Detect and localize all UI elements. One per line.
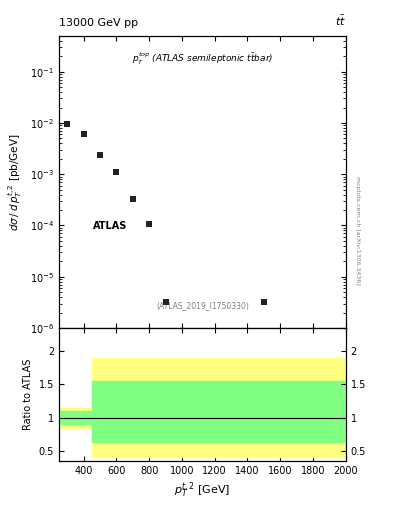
Text: ATLAS: ATLAS xyxy=(94,221,128,231)
Text: $p_T^{top}$ (ATLAS semileptonic t$\bar{t}$bar): $p_T^{top}$ (ATLAS semileptonic t$\bar{t… xyxy=(132,51,273,67)
Y-axis label: Ratio to ATLAS: Ratio to ATLAS xyxy=(23,359,33,430)
Text: mcplots.cern.ch [arXiv:1306.3436]: mcplots.cern.ch [arXiv:1306.3436] xyxy=(355,176,360,285)
Polygon shape xyxy=(59,381,346,442)
Text: $t\bar{t}$: $t\bar{t}$ xyxy=(335,14,346,28)
X-axis label: $p_T^{t,2}$ [GeV]: $p_T^{t,2}$ [GeV] xyxy=(174,481,231,501)
Text: 13000 GeV pp: 13000 GeV pp xyxy=(59,18,138,28)
Text: (ATLAS_2019_I1750330): (ATLAS_2019_I1750330) xyxy=(156,302,249,310)
Y-axis label: $d\sigma\,/\,d\,p_T^{t,2}$ [pb/GeV]: $d\sigma\,/\,d\,p_T^{t,2}$ [pb/GeV] xyxy=(7,133,24,231)
Polygon shape xyxy=(59,358,346,458)
